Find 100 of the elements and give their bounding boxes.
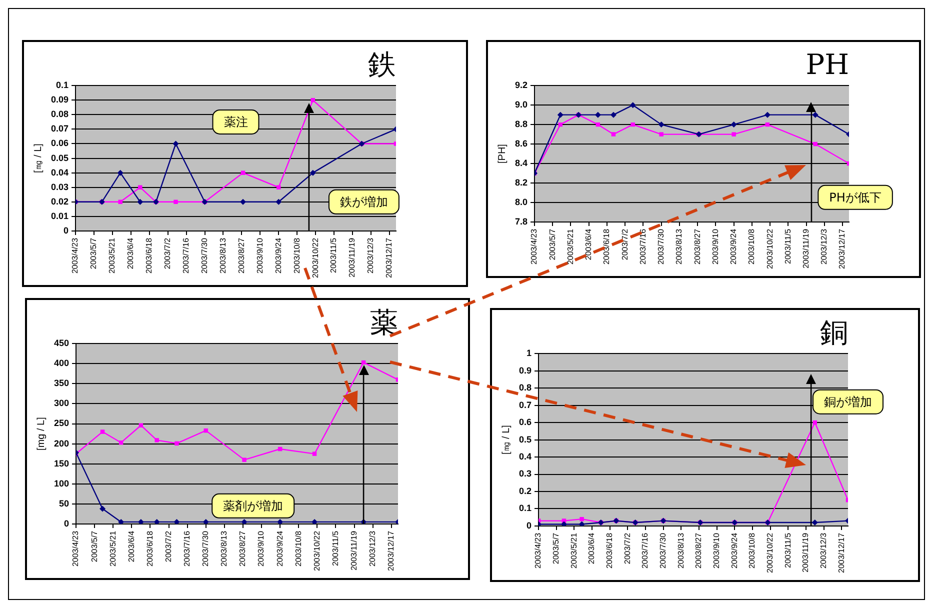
point bbox=[310, 170, 316, 176]
point bbox=[659, 132, 664, 136]
y-tick-label: 0.5 bbox=[518, 434, 532, 444]
x-tick-label: 2003/12/17 bbox=[836, 532, 846, 574]
point bbox=[174, 518, 180, 524]
x-tick-label: 2003/9/10 bbox=[255, 237, 264, 274]
y-axis-title: [PH] bbox=[496, 144, 508, 164]
point bbox=[276, 185, 281, 190]
y-tick-label: 8.8 bbox=[514, 119, 528, 130]
chart-title: 鉄 bbox=[368, 48, 396, 82]
y-axis-title: [㎎ / L] bbox=[500, 424, 512, 455]
point bbox=[204, 428, 208, 433]
x-tick-label: 2003/12/17 bbox=[386, 530, 396, 572]
chart-title: 銅 bbox=[820, 316, 848, 350]
x-tick-label: 2003/6/18 bbox=[605, 532, 614, 569]
x-tick-label: 2003/11/5 bbox=[330, 530, 340, 566]
x-tick-label: 2003/4/23 bbox=[534, 532, 543, 569]
x-tick-label: 2003/11/19 bbox=[801, 532, 810, 572]
y-tick-label: 350 bbox=[54, 378, 70, 388]
y-axis-title: [㎎ / L] bbox=[32, 143, 44, 174]
x-tick-label: 2003/10/22 bbox=[766, 532, 775, 574]
y-tick-label: 0.09 bbox=[50, 94, 69, 105]
x-tick-label: 2003/6/18 bbox=[145, 530, 154, 567]
y-tick-label: 0 bbox=[64, 225, 69, 236]
y-tick-label: 0.02 bbox=[50, 196, 69, 206]
point bbox=[764, 112, 770, 118]
x-tick-label: 2003/12/17 bbox=[838, 228, 847, 270]
x-tick-label: 2003/9/24 bbox=[730, 532, 739, 569]
y-tick-label: 0.06 bbox=[50, 138, 69, 148]
annotation: 銅が増加 bbox=[824, 394, 872, 409]
y-axis-title: [mg / L] bbox=[36, 416, 47, 450]
x-tick-label: 2003/7/2 bbox=[164, 530, 173, 562]
y-tick-label: 0.04 bbox=[50, 167, 69, 178]
x-tick-label: 2003/10/22 bbox=[312, 530, 322, 572]
y-tick-label: 8.0 bbox=[514, 196, 528, 207]
point bbox=[172, 140, 179, 147]
x-tick-label: 2003/5/21 bbox=[108, 237, 117, 274]
x-tick-label: 2003/8/13 bbox=[674, 228, 684, 265]
x-tick-label: 2003/7/2 bbox=[163, 237, 172, 270]
x-tick-label: 2003/11/19 bbox=[801, 228, 810, 268]
point bbox=[578, 521, 585, 526]
x-tick-label: 2003/8/27 bbox=[694, 532, 704, 569]
y-tick-label: 1 bbox=[526, 348, 532, 358]
y-tick-label: 0.1 bbox=[518, 503, 532, 514]
x-tick-label: 2003/10/8 bbox=[747, 228, 756, 265]
x-tick-label: 2003/6/4 bbox=[584, 228, 594, 260]
y-tick-label: 0.9 bbox=[518, 365, 532, 376]
point bbox=[560, 521, 567, 526]
point bbox=[241, 518, 248, 524]
y-tick-label: 0.7 bbox=[518, 400, 532, 410]
x-tick-label: 2003/9/24 bbox=[729, 228, 738, 265]
x-tick-label: 2003/11/19 bbox=[348, 237, 357, 278]
y-tick-label: 7.8 bbox=[514, 216, 528, 226]
x-tick-label: 2003/9/10 bbox=[712, 532, 722, 569]
point bbox=[202, 518, 209, 524]
x-tick-label: 2003/7/30 bbox=[201, 530, 210, 567]
y-tick-label: 8.4 bbox=[514, 158, 528, 168]
point bbox=[276, 198, 282, 205]
x-tick-label: 2003/5/21 bbox=[566, 228, 575, 265]
y-tick-label: 250 bbox=[54, 418, 70, 428]
x-tick-label: 2003/7/30 bbox=[656, 228, 666, 265]
x-tick-label: 2003/6/4 bbox=[126, 530, 136, 562]
x-tick-label: 2003/4/23 bbox=[71, 530, 80, 567]
x-tick-label: 2003/11/5 bbox=[329, 237, 338, 273]
x-tick-label: 2003/12/3 bbox=[819, 532, 828, 569]
x-tick-label: 2003/9/24 bbox=[275, 530, 284, 567]
point bbox=[732, 132, 736, 136]
chart-title: 薬 bbox=[370, 306, 398, 340]
point bbox=[611, 132, 616, 136]
point bbox=[174, 441, 179, 446]
y-tick-label: 450 bbox=[54, 338, 70, 348]
y-tick-label: 0.3 bbox=[518, 468, 532, 479]
x-tick-label: 2003/5/21 bbox=[569, 532, 578, 569]
x-tick-label: 2003/9/10 bbox=[710, 228, 720, 265]
x-tick-label: 2003/5/7 bbox=[548, 228, 557, 260]
y-tick-label: 0 bbox=[526, 520, 532, 530]
x-tick-label: 2003/8/27 bbox=[236, 237, 246, 274]
point bbox=[594, 112, 601, 118]
point bbox=[658, 122, 664, 128]
point bbox=[610, 112, 616, 118]
point bbox=[312, 452, 317, 456]
annotation: PHが低下 bbox=[829, 190, 882, 205]
x-tick-label: 2003/5/7 bbox=[89, 237, 98, 270]
y-tick-label: 0.07 bbox=[50, 124, 69, 134]
x-tick-label: 2003/7/2 bbox=[622, 532, 632, 564]
point bbox=[100, 430, 105, 434]
point bbox=[240, 170, 246, 175]
x-tick-label: 2003/4/23 bbox=[530, 228, 539, 265]
x-tick-label: 2003/12/3 bbox=[368, 530, 378, 567]
point bbox=[630, 122, 635, 127]
point bbox=[242, 458, 246, 462]
x-tick-label: 2003/8/13 bbox=[676, 532, 686, 569]
x-tick-label: 2003/7/16 bbox=[638, 228, 648, 265]
y-tick-label: 9.0 bbox=[514, 100, 528, 110]
point bbox=[812, 112, 818, 118]
point bbox=[118, 200, 122, 204]
x-tick-label: 2003/8/27 bbox=[692, 228, 702, 265]
y-tick-label: 50 bbox=[59, 498, 70, 508]
x-tick-label: 2003/11/5 bbox=[783, 532, 792, 568]
y-tick-label: 200 bbox=[54, 438, 70, 448]
